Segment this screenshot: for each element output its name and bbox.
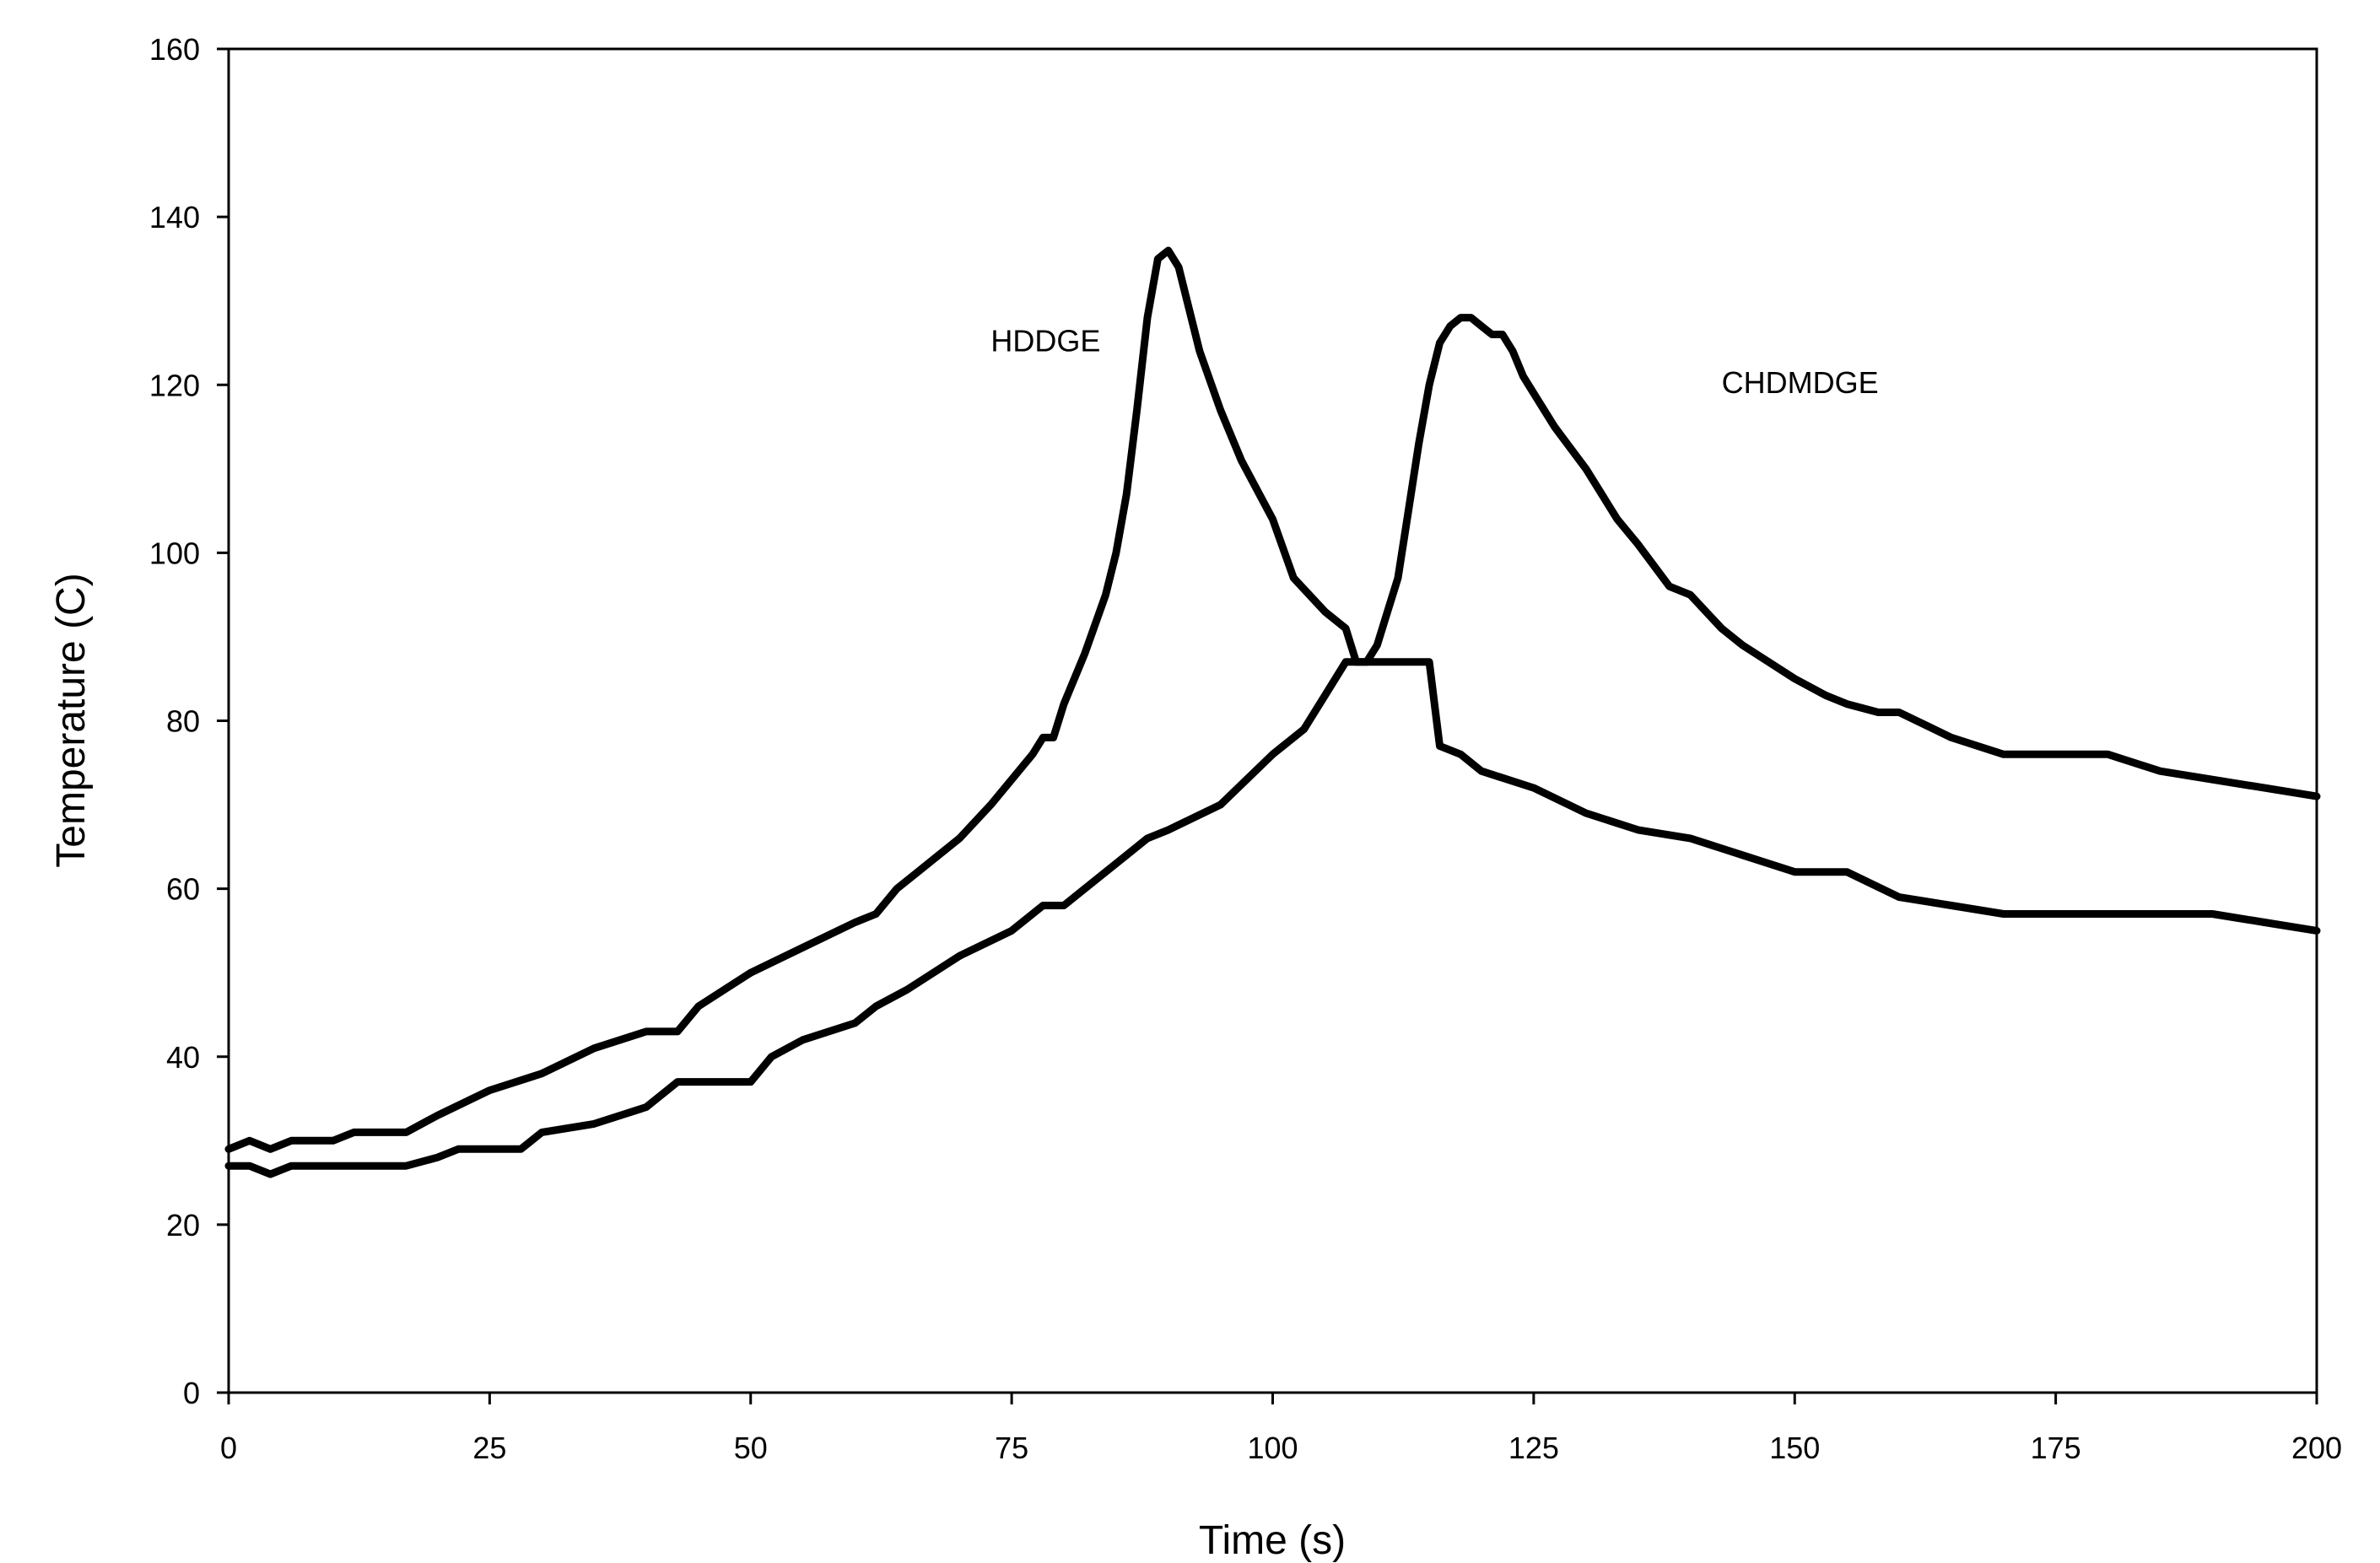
y-axis-ticks: 0 20 40 60 80 100 120 140 160 xyxy=(149,32,229,1410)
y-tick-label: 100 xyxy=(149,536,200,570)
y-tick-label: 80 xyxy=(166,704,200,739)
y-tick-label: 160 xyxy=(149,32,200,67)
x-tick-label: 50 xyxy=(734,1431,768,1465)
x-tick-label: 200 xyxy=(2291,1431,2342,1465)
y-tick-label: 0 xyxy=(183,1376,200,1410)
x-axis-title: Time (s) xyxy=(1199,1518,1346,1563)
y-tick-label: 140 xyxy=(149,200,200,234)
x-tick-label: 100 xyxy=(1247,1431,1298,1465)
y-tick-label: 120 xyxy=(149,368,200,402)
x-tick-label: 150 xyxy=(1769,1431,1820,1465)
x-tick-label: 175 xyxy=(2031,1431,2081,1465)
x-axis-ticks: 0 25 50 75 100 125 150 175 200 xyxy=(220,1393,2342,1465)
series-layer xyxy=(224,246,2321,1178)
y-tick-label: 40 xyxy=(166,1040,200,1075)
series-label-chdmdge: CHDMDGE xyxy=(1722,365,1879,400)
x-tick-label: 125 xyxy=(1508,1431,1559,1465)
annotation-layer: HDDGE CHDMDGE xyxy=(990,323,1878,400)
x-tick-label: 25 xyxy=(472,1431,506,1465)
y-tick-label: 20 xyxy=(166,1208,200,1242)
y-axis-title: Temperature (C) xyxy=(49,573,94,867)
series-line-chdmdge xyxy=(224,314,2321,1178)
series-label-hddge: HDDGE xyxy=(990,323,1100,358)
x-tick-label: 75 xyxy=(995,1431,1028,1465)
series-line-hddge xyxy=(224,246,2321,1153)
x-tick-label: 0 xyxy=(220,1431,237,1465)
y-tick-label: 60 xyxy=(166,872,200,907)
plot-area xyxy=(227,47,2318,1394)
